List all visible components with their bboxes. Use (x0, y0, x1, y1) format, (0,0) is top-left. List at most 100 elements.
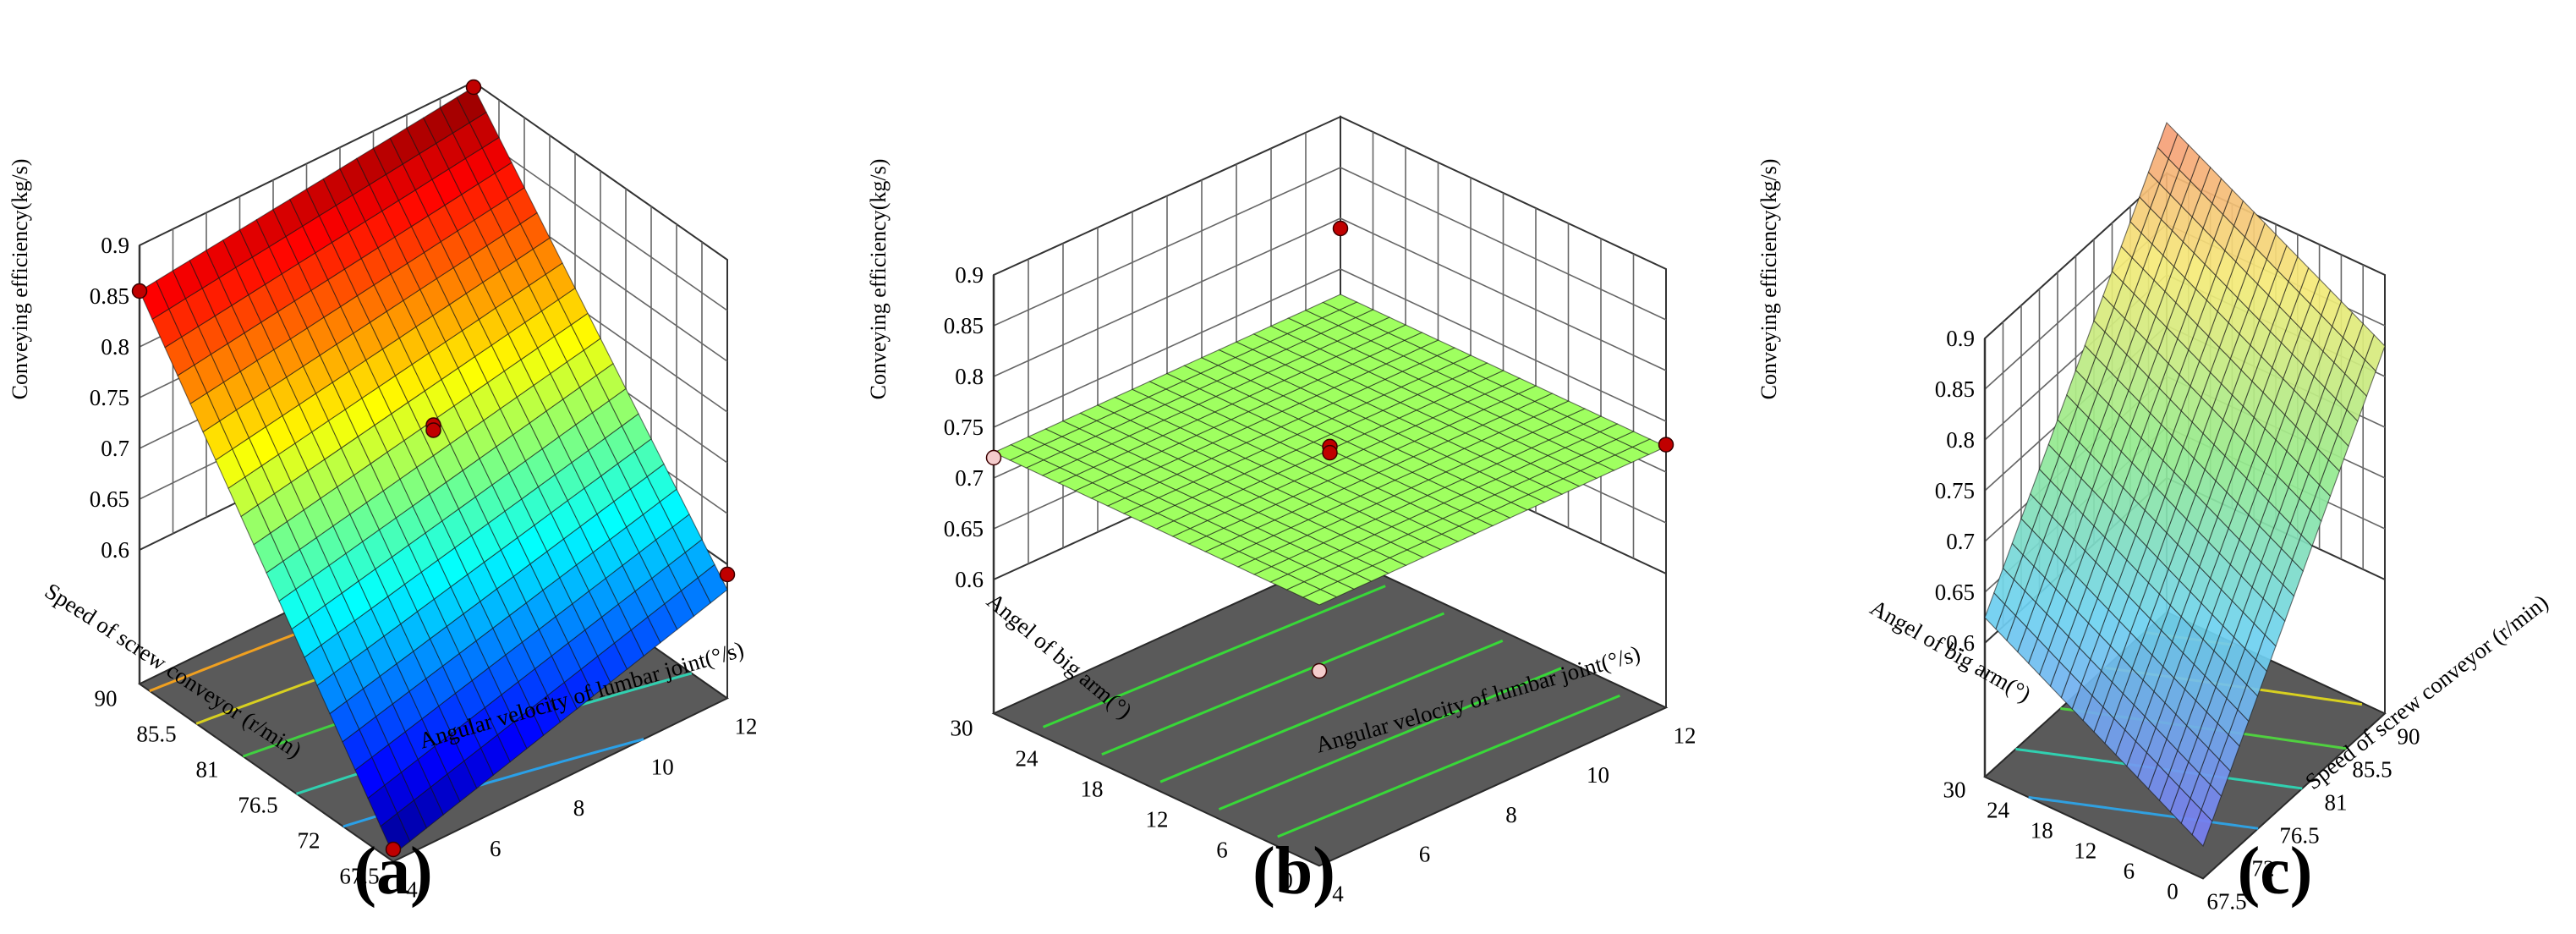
contour-line (2028, 795, 2259, 830)
x-tick-label: 6 (1419, 842, 1431, 867)
design-point (425, 422, 441, 438)
contour-line (1159, 640, 1504, 783)
y-tick-label: 12 (1146, 806, 1169, 832)
panel-label-a: (a) (354, 834, 433, 909)
chart-b-svg: 0.6 0.65 0.7 0.75 0.8 0.85 0.9 Conveying effici… (866, 115, 1696, 906)
y-tick-label: 18 (1081, 776, 1104, 801)
y-tick-label: 24 (1987, 797, 2010, 822)
contour-line (1042, 585, 1386, 728)
z-tick-label: 0.75 (90, 385, 129, 410)
y-tick-label: 30 (951, 715, 973, 740)
y-tick-label: 0 (2167, 878, 2179, 904)
z-tick-label: 0.8 (101, 334, 129, 360)
wall-gridline (473, 132, 728, 311)
panel-label-c: (c) (2237, 834, 2313, 909)
design-point (385, 841, 402, 858)
z-tick-label: 0.9 (101, 233, 129, 258)
z-tick-label: 0.75 (1935, 478, 1975, 503)
chart-c: 0.6 0.65 0.7 0.75 0.8 0.85 0.9 Conveying effici… (1717, 0, 2575, 934)
x-tick-label: 10 (1587, 762, 1609, 788)
design-point (1658, 437, 1674, 453)
z-tick-label: 0.65 (90, 486, 129, 512)
response-surface (139, 86, 728, 855)
x-tick-label: 76.5 (2279, 822, 2319, 848)
y-tick-label: 6 (1216, 837, 1228, 862)
plot-area: 0.6 0.65 0.7 0.75 0.8 0.85 0.9 Conveying effici… (866, 115, 1696, 906)
x-tick-label: 10 (651, 755, 674, 780)
panel-label-b: (b) (1252, 834, 1335, 909)
y-tick-label: 85.5 (136, 721, 176, 746)
x-tick-label: 81 (2325, 789, 2348, 815)
z-tick-label: 0.85 (1935, 376, 1975, 402)
wall-gridline (1340, 217, 1667, 371)
y-tick-label: 18 (2031, 817, 2053, 843)
design-point (1311, 662, 1328, 679)
response-surface (992, 294, 1668, 606)
x-tick-label: 6 (490, 836, 501, 861)
z-tick-label: 0.6 (1946, 630, 1975, 656)
x-tick-label: 12 (735, 713, 758, 739)
floor-plane (991, 554, 1669, 867)
x-tick-label: 12 (1674, 722, 1696, 748)
z-tick-label: 0.85 (944, 313, 984, 338)
z-tick-label: 0.85 (90, 283, 129, 309)
y-tick-label: 76.5 (238, 792, 277, 817)
chart-a: 0.6 0.65 0.7 0.75 0.8 0.85 0.9 Conveying effici… (0, 0, 858, 934)
z-tick-label: 0.6 (101, 537, 129, 563)
x-tick-label: 8 (573, 795, 585, 821)
wall-gridline (1340, 167, 1667, 321)
z-tick-label: 0.7 (101, 436, 129, 461)
z-tick-label: 0.7 (1946, 529, 1975, 554)
plot-area: 0.6 0.65 0.7 0.75 0.8 0.85 0.9 Conveying effici… (1757, 121, 2553, 914)
z-axis-label: Conveying efficiency(kg/s) (866, 159, 891, 400)
z-tick-label: 0.9 (955, 262, 984, 288)
y-tick-label: 6 (2124, 858, 2135, 883)
y-tick-label: 81 (196, 756, 219, 782)
x-tick-labels: 4 6 8 10 12 (1332, 722, 1696, 906)
y-tick-label: 12 (2074, 838, 2096, 863)
design-point (465, 79, 482, 96)
chart-b: 0.6 0.65 0.7 0.75 0.8 0.85 0.9 Conveying effici… (858, 0, 1717, 934)
surface-cell (1322, 294, 1358, 311)
y-tick-label: 24 (1016, 745, 1039, 771)
z-tick-labels: 0.6 0.65 0.7 0.75 0.8 0.85 0.9 (944, 262, 984, 592)
x-tick-label: 4 (1332, 881, 1344, 906)
z-tick-label: 0.7 (955, 465, 984, 491)
floor-contours (1042, 585, 1620, 838)
wall-gridline (993, 167, 1341, 327)
surface-cell (2157, 121, 2179, 160)
y-tick-labels: 0 6 12 18 24 30 (1943, 777, 2179, 904)
contour-line (1277, 694, 1620, 838)
x-tick-label: 72 (2252, 855, 2275, 881)
plot-area: 0.6 0.65 0.7 0.75 0.8 0.85 0.9 Conveying effici… (8, 79, 758, 902)
z-tick-label: 0.65 (944, 516, 984, 541)
design-point (1322, 444, 1338, 461)
y-tick-label: 67.5 (339, 863, 379, 888)
x-tick-label: 85.5 (2352, 756, 2392, 782)
z-tick-labels: 0.6 0.65 0.7 0.75 0.8 0.85 0.9 (1935, 326, 1975, 656)
wall-gridline (993, 217, 1341, 377)
contour-line (1218, 667, 1562, 810)
y-tick-label: 90 (95, 685, 118, 711)
z-tick-label: 0.75 (944, 415, 984, 440)
design-point (131, 283, 148, 299)
y-tick-label: 30 (1943, 777, 1966, 802)
chart-a-svg: 0.6 0.65 0.7 0.75 0.8 0.85 0.9 Conveying effici… (8, 79, 758, 902)
response-surface (1984, 121, 2386, 848)
z-axis-label: Conveying efficiency(kg/s) (1757, 159, 1781, 400)
x-tick-label: 4 (406, 876, 418, 902)
wall-gridline (1340, 268, 1667, 422)
x-tick-label: 67.5 (2206, 888, 2246, 914)
y-tick-label: 72 (298, 827, 321, 853)
x-tick-label: 8 (1505, 802, 1517, 827)
z-tick-label: 0.8 (955, 364, 984, 389)
contour-line (1101, 612, 1445, 756)
z-tick-labels: 0.6 0.65 0.7 0.75 0.8 0.85 0.9 (90, 233, 129, 563)
design-point (719, 566, 736, 583)
chart-c-svg: 0.6 0.65 0.7 0.75 0.8 0.85 0.9 Conveying effici… (1757, 121, 2553, 914)
design-point (1332, 220, 1349, 237)
y-tick-labels: 0 6 12 18 24 30 (951, 715, 1293, 893)
y-tick-labels: 67.5 72 76.5 81 85.5 90 (95, 685, 380, 888)
